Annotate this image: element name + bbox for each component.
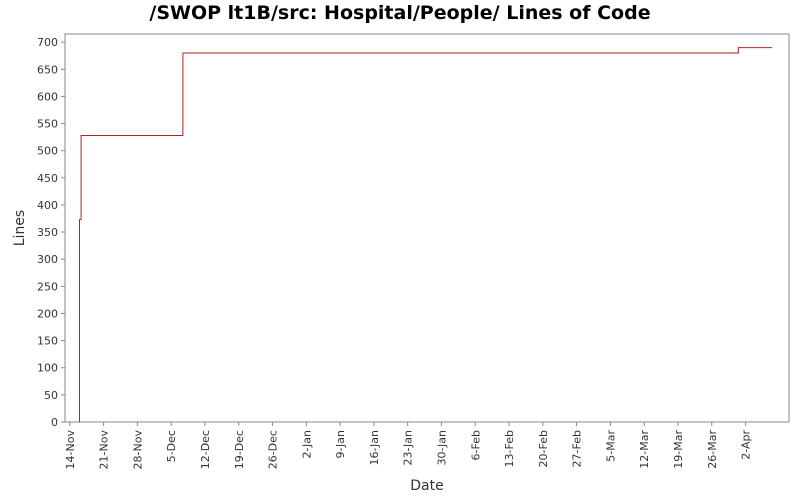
chart-title: /SWOP lt1B/src: Hospital/People/ Lines o… xyxy=(149,2,651,24)
x-tick-label: 28-Nov xyxy=(131,430,144,470)
x-tick-label: 14-Nov xyxy=(64,430,77,470)
x-axis-label: Date xyxy=(410,478,443,494)
x-tick-label: 23-Jan xyxy=(402,430,415,466)
plot-area xyxy=(64,33,790,423)
x-tick-label: 21-Nov xyxy=(98,430,111,470)
series-line xyxy=(79,47,773,422)
x-tick-label: 26-Dec xyxy=(267,430,280,469)
y-tick-label: 100 xyxy=(37,362,58,375)
y-tick-label: 600 xyxy=(37,90,58,103)
x-tick-label: 2-Apr xyxy=(740,430,753,460)
x-tick-label: 5-Dec xyxy=(165,430,178,462)
y-axis: 0 50 100 150 200 250 300 350 400 450 500 550 600 650 7… xyxy=(37,36,65,429)
x-tick-label: 2-Jan xyxy=(300,430,313,459)
y-tick-label: 350 xyxy=(37,226,58,239)
y-tick-label: 200 xyxy=(37,307,58,320)
y-tick-label: 250 xyxy=(37,280,58,293)
y-tick-label: 550 xyxy=(37,118,58,131)
x-tick-label: 26-Mar xyxy=(706,430,719,469)
x-tick-label: 12-Dec xyxy=(199,430,212,469)
x-tick-label: 6-Feb xyxy=(469,430,482,460)
x-tick-label: 20-Feb xyxy=(537,430,550,467)
x-tick-label: 19-Mar xyxy=(672,430,685,469)
y-axis-label: Lines xyxy=(12,210,28,246)
y-tick-label: 450 xyxy=(37,172,58,185)
y-tick-label: 50 xyxy=(44,389,58,402)
y-tick-label: 300 xyxy=(37,253,58,266)
x-tick-label: 13-Feb xyxy=(503,430,516,467)
x-tick-label: 5-Mar xyxy=(604,430,617,462)
y-tick-label: 150 xyxy=(37,335,58,348)
y-tick-label: 700 xyxy=(37,36,58,49)
x-tick-label: 30-Jan xyxy=(435,430,448,466)
x-tick-label: 9-Jan xyxy=(334,430,347,459)
y-tick-label: 650 xyxy=(37,63,58,76)
y-tick-label: 400 xyxy=(37,199,58,212)
x-tick-label: 12-Mar xyxy=(638,430,651,469)
x-axis: 14-Nov 21-Nov 28-Nov 5-Dec 12-Dec 19-Dec 26-De… xyxy=(64,422,753,469)
y-tick-label: 500 xyxy=(37,145,58,158)
series-layer xyxy=(79,47,773,422)
x-tick-label: 19-Dec xyxy=(233,430,246,469)
x-tick-label: 27-Feb xyxy=(571,430,584,467)
x-tick-label: 16-Jan xyxy=(368,430,381,466)
y-tick-label: 0 xyxy=(51,416,58,429)
